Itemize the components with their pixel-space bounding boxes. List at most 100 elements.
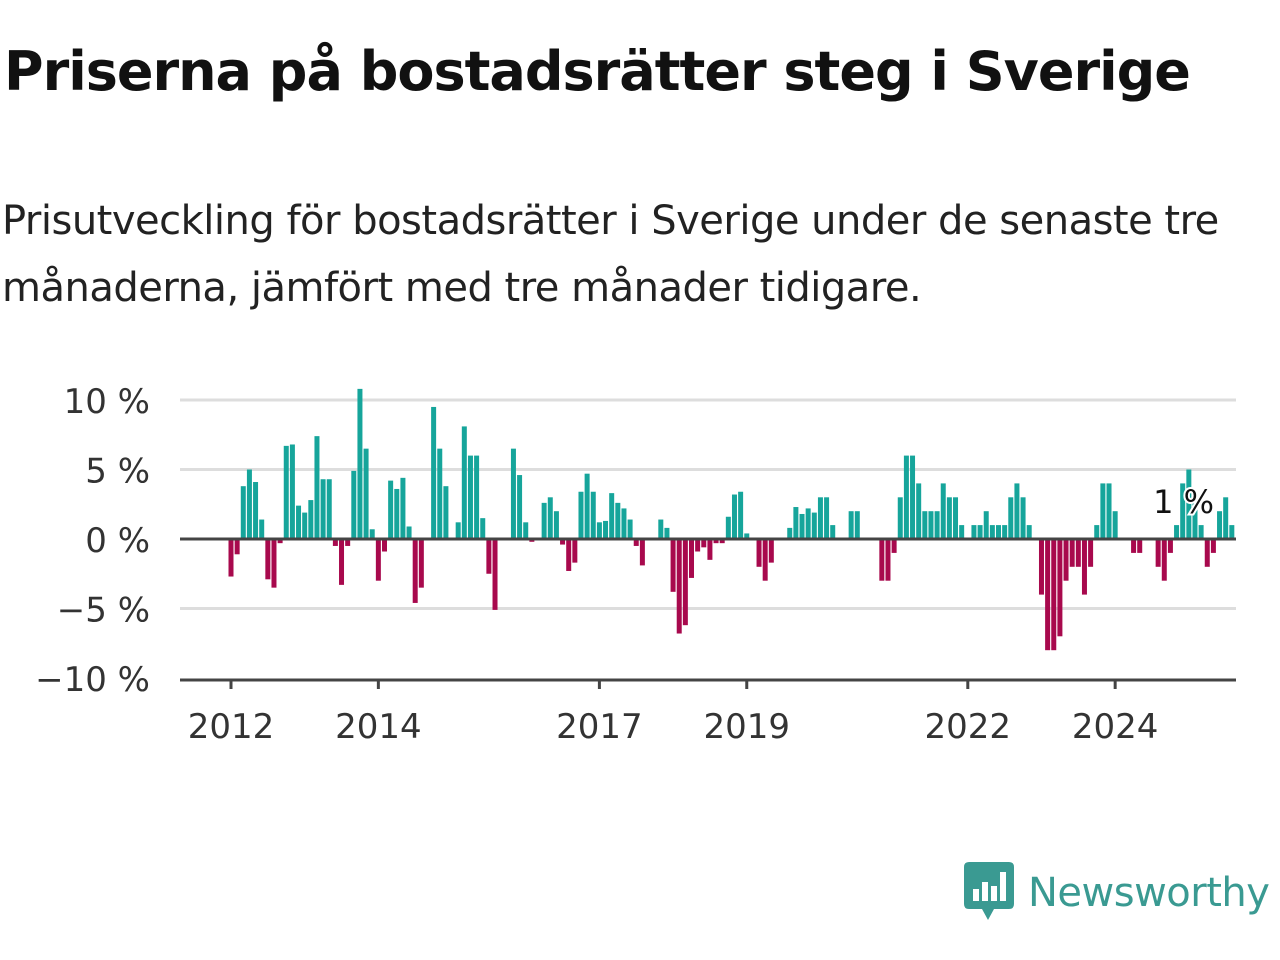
bar [1174,525,1180,539]
bar [934,511,940,539]
y-tick-label: 0 % [85,521,150,561]
bar [1051,539,1057,651]
bar [467,455,473,539]
bar [971,525,977,539]
bar [277,539,283,544]
bar [363,448,369,539]
bar [879,539,885,581]
bar [1180,483,1186,539]
bar [603,520,609,539]
bar [357,388,363,539]
bar [314,436,320,539]
bar [596,522,602,539]
bar [517,475,523,539]
bar [885,539,891,581]
x-axis-labels: 2012 2014 2017 2019 2022 2024 [188,680,1158,747]
chart-title: Priserna på bostadsrätter steg i Sverige [4,40,1191,103]
bar [553,511,559,539]
bar [283,445,289,539]
bar [1167,539,1173,553]
bar [768,539,774,563]
bar [1100,483,1106,539]
bar [1106,483,1112,539]
bar [412,539,418,603]
x-tick-label: 2017 [556,707,643,747]
bar [375,539,381,581]
bar [332,539,338,546]
bar [1026,525,1032,539]
bar [1198,525,1204,539]
bar [621,508,627,539]
bar [670,539,676,592]
bar [928,511,934,539]
bar [609,493,615,539]
bar [578,491,584,539]
newsworthy-logo-icon [964,862,1014,920]
bar [228,539,234,577]
bar [455,522,461,539]
bar [480,518,486,539]
bar [830,525,836,539]
y-tick-label: 5 % [85,452,150,492]
bar [725,516,731,539]
bar [1020,497,1026,539]
bar [824,497,830,539]
bar [787,527,793,539]
bar [246,469,252,539]
bars [228,388,1235,651]
bar [394,488,400,539]
bar [271,539,277,588]
bar [682,539,688,626]
bar [1204,539,1210,567]
bar [1002,525,1008,539]
bar [1081,539,1087,595]
bar [351,470,357,539]
bar [695,539,701,552]
bar [658,519,664,539]
bar [289,444,295,539]
brand-logo: Newsworthy [964,862,1270,924]
bar [590,491,596,539]
bar [793,507,799,539]
bar [707,539,713,560]
bar [817,497,823,539]
bar [897,497,903,539]
chart-subtitle: Prisutveckling för bostadsrätter i Sveri… [2,198,1219,311]
bar [474,455,480,539]
bar [486,539,492,574]
bar [461,426,467,539]
bar [240,486,246,539]
bar [1131,539,1137,553]
bar [762,539,768,581]
bar [1014,483,1020,539]
bar [689,539,694,578]
x-tick-label: 2014 [335,707,422,747]
bar [1112,511,1118,539]
bar [627,519,633,539]
x-tick-label: 2019 [703,707,790,747]
bar [891,539,897,553]
bar [701,539,707,548]
bar [326,479,332,539]
bar [345,539,351,546]
bar [431,406,437,539]
bar [320,479,326,539]
bar [308,500,314,539]
bar [1137,539,1143,553]
bar [418,539,424,588]
bar-chart: 10 % 5 % 0 % −5 % −10 % 2012 2014 2017 2019 2022… [35,382,1236,747]
bar [1008,497,1014,539]
y-axis-labels: 10 % 5 % 0 % −5 % −10 % [35,382,150,700]
bar [1038,539,1044,595]
bar [940,483,946,539]
bar [259,519,265,539]
bar [1045,539,1051,651]
bar [234,539,240,555]
bar [633,539,639,546]
bar [443,486,449,539]
bar [989,525,995,539]
bar [983,511,989,539]
bar [400,477,406,539]
bar [1063,539,1069,581]
bar [996,525,1001,539]
